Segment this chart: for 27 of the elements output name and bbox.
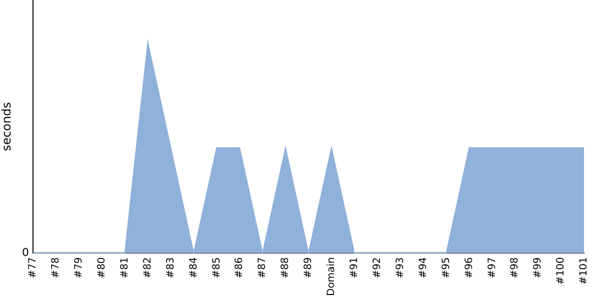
x-tick-label: #81 — [119, 257, 130, 278]
x-tick-label: #78 — [50, 257, 62, 278]
x-tick-label: #84 — [188, 257, 200, 278]
y-axis-title: seconds — [0, 102, 14, 152]
x-tick-label: #98 — [510, 257, 521, 278]
x-tick-label: #97 — [486, 257, 498, 278]
text: 0 — [22, 246, 29, 260]
x-tick-label: #99 — [532, 257, 544, 278]
x-tick-label: #93 — [394, 257, 406, 278]
x-tick-label: #80 — [96, 257, 108, 278]
x-tick-label: #87 — [257, 257, 268, 278]
x-tick-label: #92 — [372, 257, 383, 278]
x-tick-label: #95 — [440, 257, 452, 278]
x-tick-label: #83 — [165, 257, 176, 278]
x-tick-label: #82 — [142, 257, 154, 278]
x-tick-label: #77 — [28, 257, 39, 278]
x-tick-label: #94 — [418, 257, 429, 278]
x-tick-label: Domain — [326, 257, 338, 296]
x-tick-label: #89 — [303, 257, 314, 278]
x-tick-label: #85 — [211, 257, 222, 278]
x-tick-label: #101 — [578, 257, 590, 285]
x-tick-label: #88 — [280, 257, 292, 278]
x-tick-label: #86 — [234, 257, 246, 278]
x-tick-label: #96 — [464, 257, 475, 278]
x-tick-label: #91 — [349, 257, 360, 278]
x-tick-label: #100 — [556, 257, 567, 285]
x-tick-label: #79 — [74, 257, 85, 278]
